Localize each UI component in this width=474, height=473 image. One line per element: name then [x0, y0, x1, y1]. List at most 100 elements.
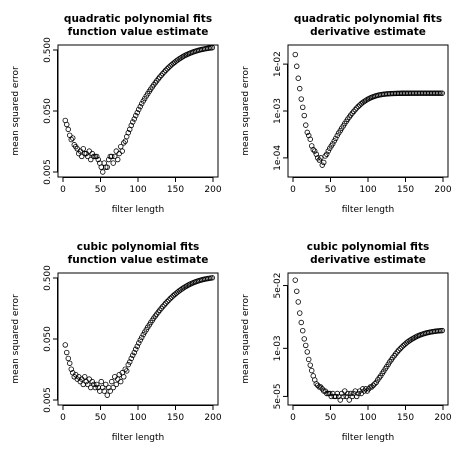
data-point: [321, 159, 327, 166]
data-point: [367, 384, 373, 390]
data-point: [300, 328, 306, 334]
data-point: [294, 288, 300, 294]
data-point: [354, 105, 360, 111]
data-point: [342, 388, 348, 394]
data-point: [292, 277, 298, 283]
data-point: [158, 72, 164, 79]
data-point: [94, 381, 100, 388]
x-tick-label: 150: [167, 185, 184, 195]
chart-title-line-2: function value estimate: [68, 26, 209, 38]
data-point: [169, 294, 175, 300]
data-point: [370, 382, 376, 388]
data-point: [134, 343, 140, 349]
data-point: [399, 344, 405, 350]
data-point: [115, 156, 121, 163]
data-point: [209, 275, 215, 281]
data-point: [133, 346, 139, 352]
chart-title-line-1: quadratic polynomial fits: [294, 13, 442, 25]
data-point: [70, 135, 76, 141]
data-point: [64, 121, 70, 128]
y-tick-label: 0.050: [43, 98, 53, 124]
data-point: [113, 148, 119, 154]
y-axis-label: mean squared error: [241, 66, 251, 156]
x-tick-label: 100: [129, 413, 146, 423]
data-point: [130, 119, 136, 125]
x-tick-label: 150: [167, 413, 184, 423]
data-point: [82, 374, 88, 380]
data-point: [292, 51, 298, 58]
data-point: [110, 384, 116, 391]
data-point: [91, 153, 97, 160]
y-tick-label: 1e-03: [273, 335, 283, 361]
data-point: [109, 378, 115, 385]
data-point: [304, 349, 310, 355]
y-axis-label: mean squared error: [11, 66, 21, 156]
data-point: [327, 390, 333, 397]
data-point: [121, 140, 127, 146]
data-point: [161, 69, 167, 75]
data-point: [127, 359, 133, 365]
data-point: [349, 110, 355, 116]
data-point: [130, 352, 136, 359]
data-point: [125, 361, 131, 368]
data-point: [65, 355, 71, 362]
x-tick-label: 50: [325, 413, 337, 423]
data-point: [157, 74, 163, 80]
data-point: [85, 153, 91, 160]
y-tick-label: 5e-05: [273, 383, 283, 409]
chart-title-line-1: cubic polynomial fits: [77, 241, 200, 253]
y-tick-label: 0.050: [43, 326, 53, 352]
data-point: [333, 393, 339, 400]
data-point: [137, 103, 143, 110]
x-tick-label: 0: [60, 413, 66, 423]
data-point: [121, 374, 127, 380]
y-tick-label: 5e-02: [273, 273, 283, 299]
data-point: [128, 122, 134, 129]
data-point: [294, 63, 300, 69]
y-tick-label: 0.005: [43, 387, 53, 413]
data-point: [103, 164, 109, 170]
data-point: [109, 153, 115, 160]
y-axis-label: mean squared error: [11, 294, 21, 384]
y-tick-label: 1e-02: [273, 51, 283, 77]
data-point: [337, 397, 343, 403]
data-point: [85, 381, 91, 388]
y-tick-label: 0.005: [43, 159, 53, 185]
y-tick-label: 1e-03: [273, 98, 283, 124]
data-point: [369, 384, 375, 390]
x-tick-label: 200: [204, 185, 221, 195]
data-point: [355, 103, 361, 110]
data-point: [112, 153, 118, 160]
data-point: [136, 340, 142, 346]
data-point: [68, 366, 74, 372]
data-point: [113, 381, 119, 388]
data-point: [128, 355, 134, 362]
data-point: [372, 381, 378, 387]
data-point: [166, 297, 172, 303]
data-point: [101, 388, 107, 394]
data-point: [89, 150, 95, 157]
data-point: [119, 148, 125, 154]
data-point: [82, 150, 88, 157]
chart-title-line-2: derivative estimate: [310, 254, 426, 266]
data-point: [300, 104, 306, 110]
data-point: [116, 150, 122, 157]
data-point: [103, 381, 109, 388]
data-point: [303, 122, 309, 128]
data-point: [136, 106, 142, 113]
chart-title-line-1: quadratic polynomial fits: [64, 13, 212, 25]
data-point: [131, 349, 137, 356]
data-point: [137, 337, 143, 343]
data-point: [95, 156, 101, 163]
data-point: [88, 156, 94, 163]
data-point: [330, 141, 336, 147]
data-point: [340, 393, 346, 400]
data-point: [324, 390, 330, 397]
data-point: [351, 108, 357, 115]
data-point: [309, 367, 315, 374]
data-point: [301, 112, 307, 119]
x-tick-label: 50: [325, 185, 337, 195]
